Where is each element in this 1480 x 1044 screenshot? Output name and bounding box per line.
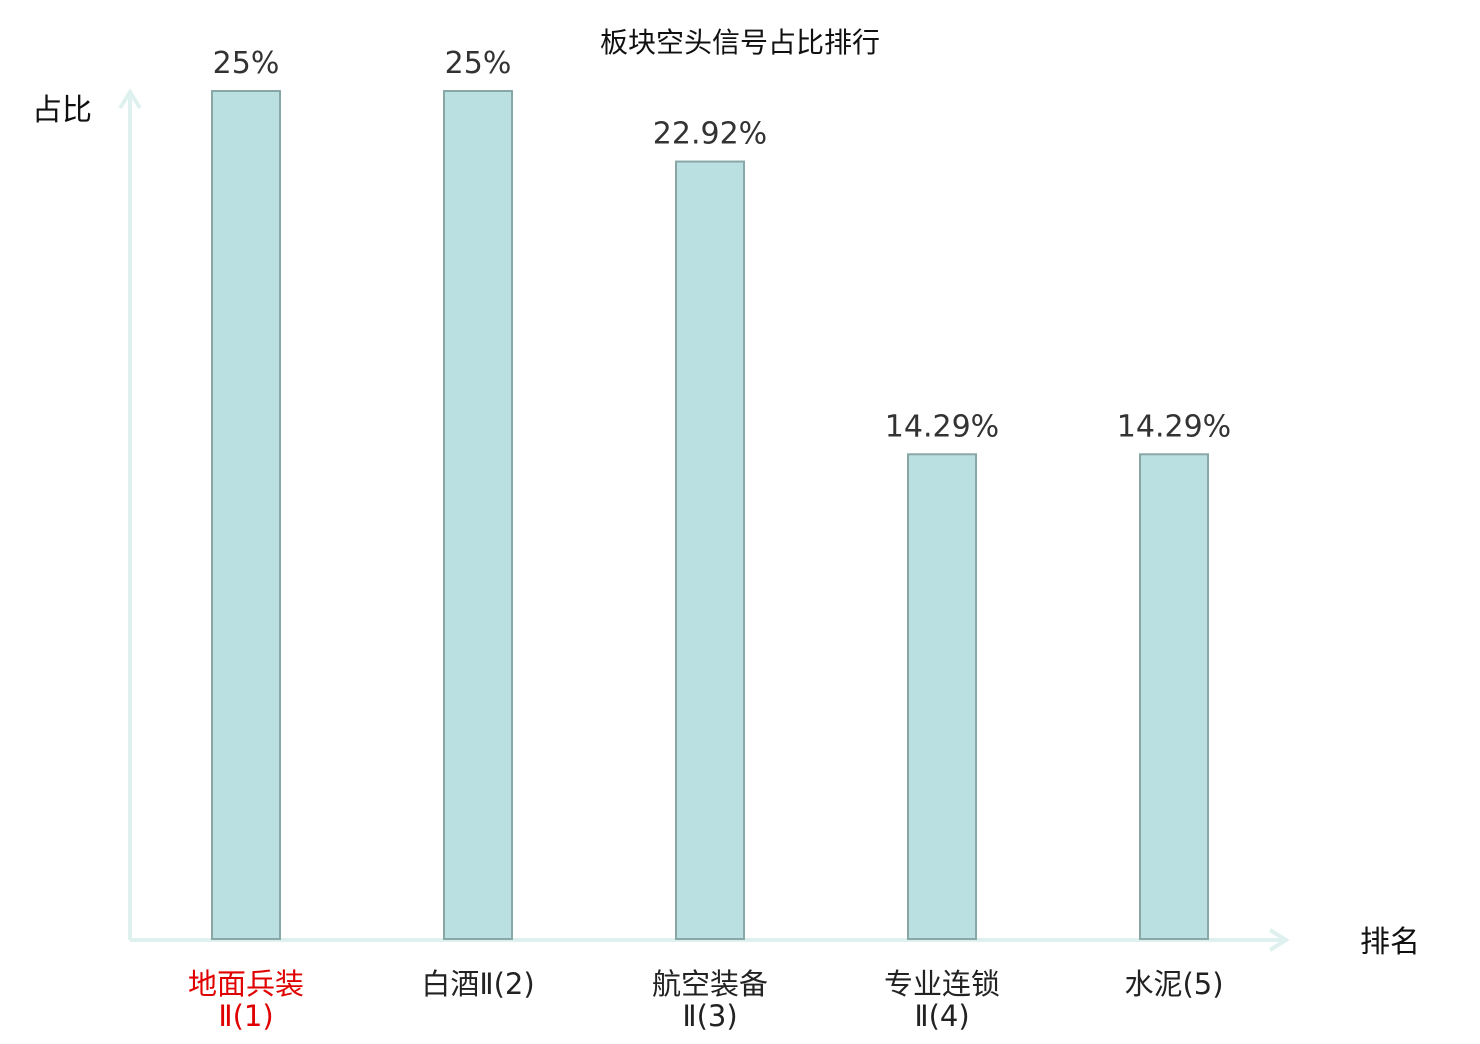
x-axis-label: 排名 <box>1360 925 1420 960</box>
category-label-5: 水泥(5) <box>1124 967 1223 1001</box>
y-axis-label: 占比 <box>32 93 92 128</box>
category-label-3-line-2: Ⅱ(3) <box>682 999 737 1033</box>
category-label-1-line-1: 地面兵装 <box>188 967 304 1001</box>
bar-1 <box>211 90 281 940</box>
value-label-3: 22.92% <box>653 117 767 152</box>
bar-4 <box>907 453 977 940</box>
bars <box>211 90 1209 941</box>
y-axis-arrow <box>118 88 142 110</box>
bar-2 <box>443 90 513 940</box>
value-label-4: 14.29% <box>885 409 999 444</box>
category-label-4-line-2: Ⅱ(4) <box>914 999 969 1033</box>
bar-5 <box>1139 453 1209 940</box>
x-axis-arrow <box>1268 928 1290 952</box>
category-label-2: 白酒Ⅱ(2) <box>421 967 534 1001</box>
value-label-1: 25% <box>213 46 280 81</box>
category-label-1-line-2: Ⅱ(1) <box>218 999 273 1033</box>
bar-3 <box>675 160 745 941</box>
category-label-3-line-1: 航空装备 <box>652 967 768 1001</box>
chart-title: 板块空头信号占比排行 <box>600 26 880 59</box>
value-labels: 25% 25% 22.92% 14.29% 14.29% <box>213 46 1232 444</box>
value-label-2: 25% <box>445 46 512 81</box>
value-label-5: 14.29% <box>1117 409 1231 444</box>
category-label-4-line-1: 专业连锁 <box>884 967 1000 1001</box>
